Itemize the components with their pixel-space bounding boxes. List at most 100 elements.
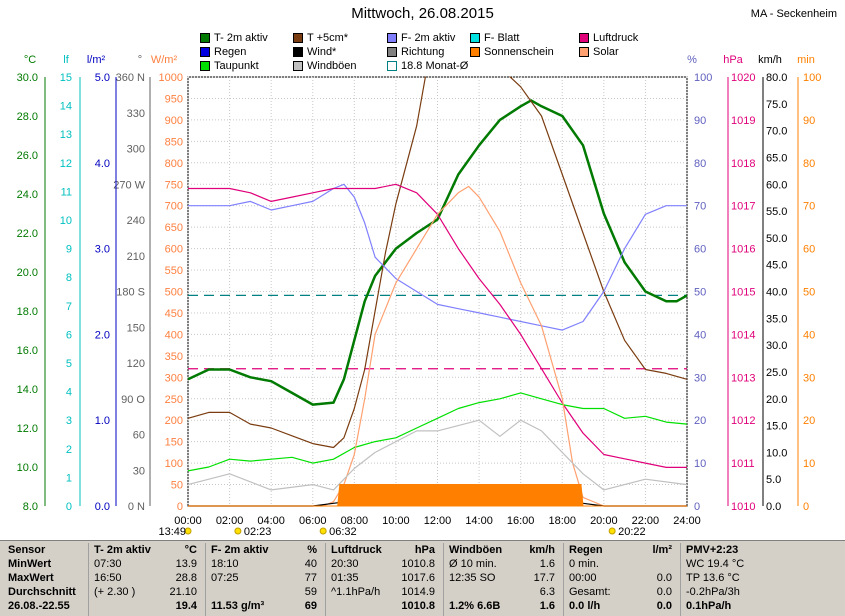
tick-label: 1 xyxy=(66,472,72,484)
stats-row: 12:35 SO 17.7 xyxy=(443,571,563,585)
station-name: MA - Seckenheim xyxy=(750,8,837,20)
stats-row: WC 19.4 °C xyxy=(680,557,845,571)
tick-label: 0 xyxy=(66,501,72,513)
tick-label: 80.0 xyxy=(766,72,787,84)
series-line xyxy=(188,183,687,331)
tick-label: 90 xyxy=(803,115,815,127)
tick-label: 90 O xyxy=(121,394,145,406)
legend-label: Solar xyxy=(593,46,619,58)
stats-title: PMV+2:23 xyxy=(686,544,739,556)
tick-label: 0 xyxy=(803,501,809,513)
legend-label: Windböen xyxy=(307,60,357,72)
tick-label: 50.0 xyxy=(766,233,787,245)
tick-label: 240 xyxy=(127,215,145,227)
statistics-panel: Sensor MinWert MaxWert Durchschnitt 26.0… xyxy=(0,540,845,616)
stats-title: Regen xyxy=(569,544,603,556)
legend-label: T +5cm* xyxy=(307,32,349,44)
series-line xyxy=(187,99,688,406)
tick-label: 11 xyxy=(61,186,72,198)
tick-label: 15.0 xyxy=(766,421,787,433)
legend-label: Richtung xyxy=(401,46,445,58)
tick-label: 20.0 xyxy=(17,267,38,279)
legend-item: Sonnenschein xyxy=(470,46,554,58)
stats-value: 1.6 xyxy=(539,600,555,612)
stats-row: 1010.8 xyxy=(325,599,443,613)
stats-panel: T- 2m aktiv °C 07:30 13.9 16:50 28.8 (+ 2.30 )… xyxy=(88,543,206,616)
tick-label: 150 xyxy=(165,437,183,449)
series-line xyxy=(187,392,688,472)
stats-row: 16:50 28.8 xyxy=(88,571,205,585)
stats-panel: F- 2m aktiv% 18:10 40 07:25 77 59 11.53 g/m³ 69 xyxy=(205,543,326,616)
legend-swatch xyxy=(293,47,303,57)
stats-panel: Luftdruck hPa 20:30 1010.8 01:35 1017.6 ^1.1hP… xyxy=(325,543,444,616)
stats-unit: hPa xyxy=(414,544,435,556)
tick-label: 1.0 xyxy=(95,415,110,427)
tick-label: 650 xyxy=(165,222,183,234)
clip-mask xyxy=(189,0,686,77)
stats-value: 69 xyxy=(304,600,317,612)
tick-label: 9 xyxy=(66,244,72,256)
series-line xyxy=(188,185,687,507)
row-label: Sensor xyxy=(8,544,46,556)
tick-label: 25.0 xyxy=(766,367,787,379)
stats-label: 01:35 xyxy=(331,572,359,584)
tick-label: 10 xyxy=(60,215,72,227)
stats-row: 19.4 xyxy=(88,599,205,613)
tick-label: 300 xyxy=(127,144,145,156)
tick-label: 30 xyxy=(694,372,706,384)
axis-unit: km/h xyxy=(758,54,782,66)
tick-label: 70.0 xyxy=(766,126,787,138)
axis-unit: lf xyxy=(63,54,69,66)
stats-row: 6.3 xyxy=(443,585,563,599)
x-tick-label: 00:00 xyxy=(174,515,202,527)
tick-label: 1016 xyxy=(731,244,755,256)
tick-label: 1017 xyxy=(731,201,755,213)
stats-label: Ø 10 min. xyxy=(449,558,497,570)
tick-label: 550 xyxy=(165,265,183,277)
legend-label: Wind* xyxy=(307,46,337,58)
tick-label: 5 xyxy=(66,358,72,370)
legend-item: F- Blatt xyxy=(470,32,519,44)
time-marker xyxy=(184,527,192,535)
tick-label: 1010 xyxy=(731,501,755,513)
stats-unit: l/m² xyxy=(652,544,672,556)
tick-label: 2 xyxy=(66,444,72,456)
tick-label: 4.0 xyxy=(95,158,110,170)
legend-item: Solar xyxy=(579,46,619,58)
time-marker xyxy=(319,527,327,535)
tick-label: 90 xyxy=(694,115,706,127)
legend-label: T- 2m aktiv xyxy=(214,32,268,44)
stats-label: WC 19.4 °C xyxy=(686,558,745,570)
tick-label: 700 xyxy=(165,201,183,213)
weather-chart: 30.028.026.024.022.020.018.016.014.012.0… xyxy=(16,0,822,538)
x-tick-label: 24:00 xyxy=(673,515,701,527)
stats-row: 00:00 0.0 xyxy=(563,571,680,585)
stats-value: 1010.8 xyxy=(401,600,435,612)
axis-unit: W/m² xyxy=(151,54,178,66)
legend-label: F- 2m aktiv xyxy=(401,32,456,44)
legend-label: Taupunkt xyxy=(214,60,259,72)
stats-label: ^1.1hPa/h xyxy=(331,586,381,598)
stats-panel: Windböen km/h Ø 10 min. 1.6 12:35 SO 17.7 6.3 1… xyxy=(443,543,564,616)
stats-row: 59 xyxy=(205,585,325,599)
tick-label: 1018 xyxy=(731,158,755,170)
axis-unit: hPa xyxy=(723,54,743,66)
row-label: MinWert xyxy=(8,558,52,570)
stats-title: Windböen xyxy=(449,544,503,556)
x-tick-label: 16:00 xyxy=(507,515,535,527)
stats-row: 01:35 1017.6 xyxy=(325,571,443,585)
tick-label: 16.0 xyxy=(17,345,38,357)
row-labels: Sensor MinWert MaxWert Durchschnitt 26.0… xyxy=(0,543,89,616)
stats-label: (+ 2.30 ) xyxy=(94,586,136,598)
legend-swatch xyxy=(387,47,397,57)
tick-label: 200 xyxy=(165,415,183,427)
tick-label: 30 xyxy=(133,465,145,477)
legend-item: F- 2m aktiv xyxy=(387,32,455,44)
stats-label: 1.2% 6.6B xyxy=(449,600,501,612)
stats-unit: °C xyxy=(184,544,197,556)
stats-header: PMV+2:23 xyxy=(680,543,845,557)
tick-label: 210 xyxy=(127,251,145,263)
tick-label: 100 xyxy=(165,458,183,470)
x-tick-label: 14:00 xyxy=(465,515,493,527)
stats-row: Gesamt: 0.0 xyxy=(563,585,680,599)
